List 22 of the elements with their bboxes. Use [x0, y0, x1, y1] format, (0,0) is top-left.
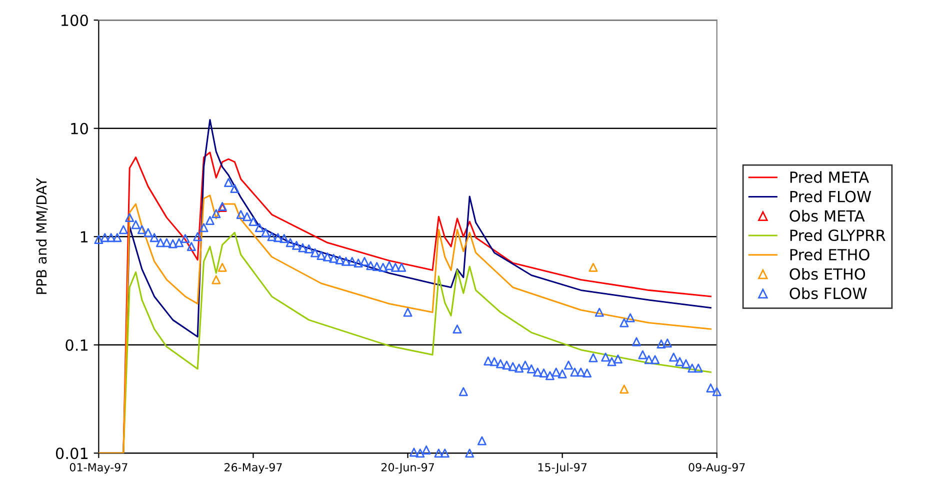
legend-label: Obs FLOW	[790, 287, 867, 300]
point	[212, 275, 221, 284]
point	[218, 262, 227, 272]
x-tick-label: 01-May-97	[70, 463, 128, 474]
point	[620, 384, 629, 394]
y-tick-label: 0.1	[66, 339, 88, 351]
x-tick-label: 09-Aug-97	[688, 463, 745, 474]
legend-label: Pred META	[790, 171, 870, 183]
legend-label: Pred GLYPRR	[790, 229, 886, 242]
y-tick-label: 0.01	[56, 448, 88, 460]
x-tick-label: 20-Jun-97	[381, 463, 434, 474]
y-tick-label: 10	[71, 122, 88, 134]
legend-label: Obs META	[790, 210, 865, 222]
legend-label: Pred FLOW	[790, 190, 872, 202]
x-tick-label: 15-Jul-97	[538, 462, 587, 474]
y-axis-title: PPB and MM/DAY	[36, 178, 48, 294]
legend-label: Pred ETHO	[790, 248, 870, 260]
x-tick-label: 26-May-97	[224, 463, 282, 474]
legend-label: Obs ETHO	[790, 268, 866, 280]
y-tick-label: 100	[61, 14, 88, 26]
point	[588, 262, 598, 272]
y-tick-label: 1	[80, 231, 88, 242]
